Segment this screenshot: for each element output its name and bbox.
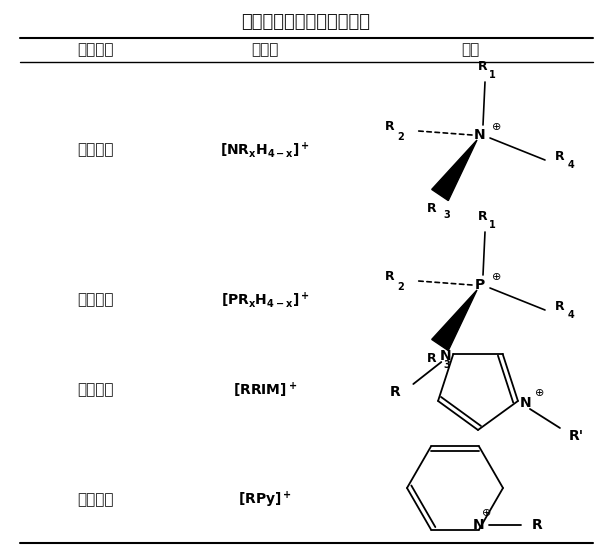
Text: 季磷离子: 季磷离子 bbox=[77, 293, 113, 307]
Text: 1: 1 bbox=[489, 70, 495, 80]
Text: ⊕: ⊕ bbox=[492, 272, 501, 282]
Text: 3: 3 bbox=[444, 210, 451, 220]
Text: 4: 4 bbox=[568, 310, 574, 320]
Polygon shape bbox=[432, 290, 477, 351]
Text: 结构: 结构 bbox=[461, 43, 479, 58]
Text: R: R bbox=[531, 518, 543, 531]
Text: R: R bbox=[385, 270, 395, 284]
Text: ⊕: ⊕ bbox=[535, 388, 544, 398]
Text: $\mathbf{[RPy]^+}$: $\mathbf{[RPy]^+}$ bbox=[238, 490, 292, 510]
Text: ⊕: ⊕ bbox=[482, 508, 492, 518]
Text: N: N bbox=[520, 396, 531, 410]
Text: 咊唆离子: 咊唆离子 bbox=[77, 383, 113, 398]
Text: P: P bbox=[475, 278, 485, 292]
Text: ⊕: ⊕ bbox=[492, 122, 501, 132]
Text: R: R bbox=[427, 352, 437, 366]
Text: R: R bbox=[385, 121, 395, 133]
Text: R: R bbox=[390, 385, 401, 399]
Text: R: R bbox=[478, 60, 488, 74]
Text: $\mathbf{[PR_xH_{4-x}]^+}$: $\mathbf{[PR_xH_{4-x}]^+}$ bbox=[221, 290, 310, 310]
Text: R: R bbox=[555, 300, 565, 314]
Polygon shape bbox=[432, 140, 477, 201]
Text: 2: 2 bbox=[398, 132, 405, 142]
Text: N: N bbox=[474, 128, 486, 142]
Text: R: R bbox=[478, 211, 488, 223]
Text: 季锨离子: 季锨离子 bbox=[77, 143, 113, 158]
Text: R: R bbox=[427, 202, 437, 216]
Text: 1: 1 bbox=[489, 220, 495, 230]
Text: 4: 4 bbox=[568, 160, 574, 170]
Text: N: N bbox=[440, 349, 451, 363]
Text: 2: 2 bbox=[398, 282, 405, 292]
Text: 常见离子液体的阳离子结构: 常见离子液体的阳离子结构 bbox=[242, 13, 370, 31]
Text: $\mathbf{[RRIM]^+}$: $\mathbf{[RRIM]^+}$ bbox=[233, 380, 297, 400]
Text: $\mathbf{[NR_xH_{4-x}]^+}$: $\mathbf{[NR_xH_{4-x}]^+}$ bbox=[220, 140, 310, 160]
Text: 吲啊离子: 吲啊离子 bbox=[77, 493, 113, 508]
Text: 离子名称: 离子名称 bbox=[77, 43, 113, 58]
Text: R: R bbox=[555, 150, 565, 164]
Text: R': R' bbox=[568, 429, 584, 443]
Text: 3: 3 bbox=[444, 360, 451, 370]
Text: N: N bbox=[473, 518, 485, 531]
Text: 表达式: 表达式 bbox=[251, 43, 279, 58]
